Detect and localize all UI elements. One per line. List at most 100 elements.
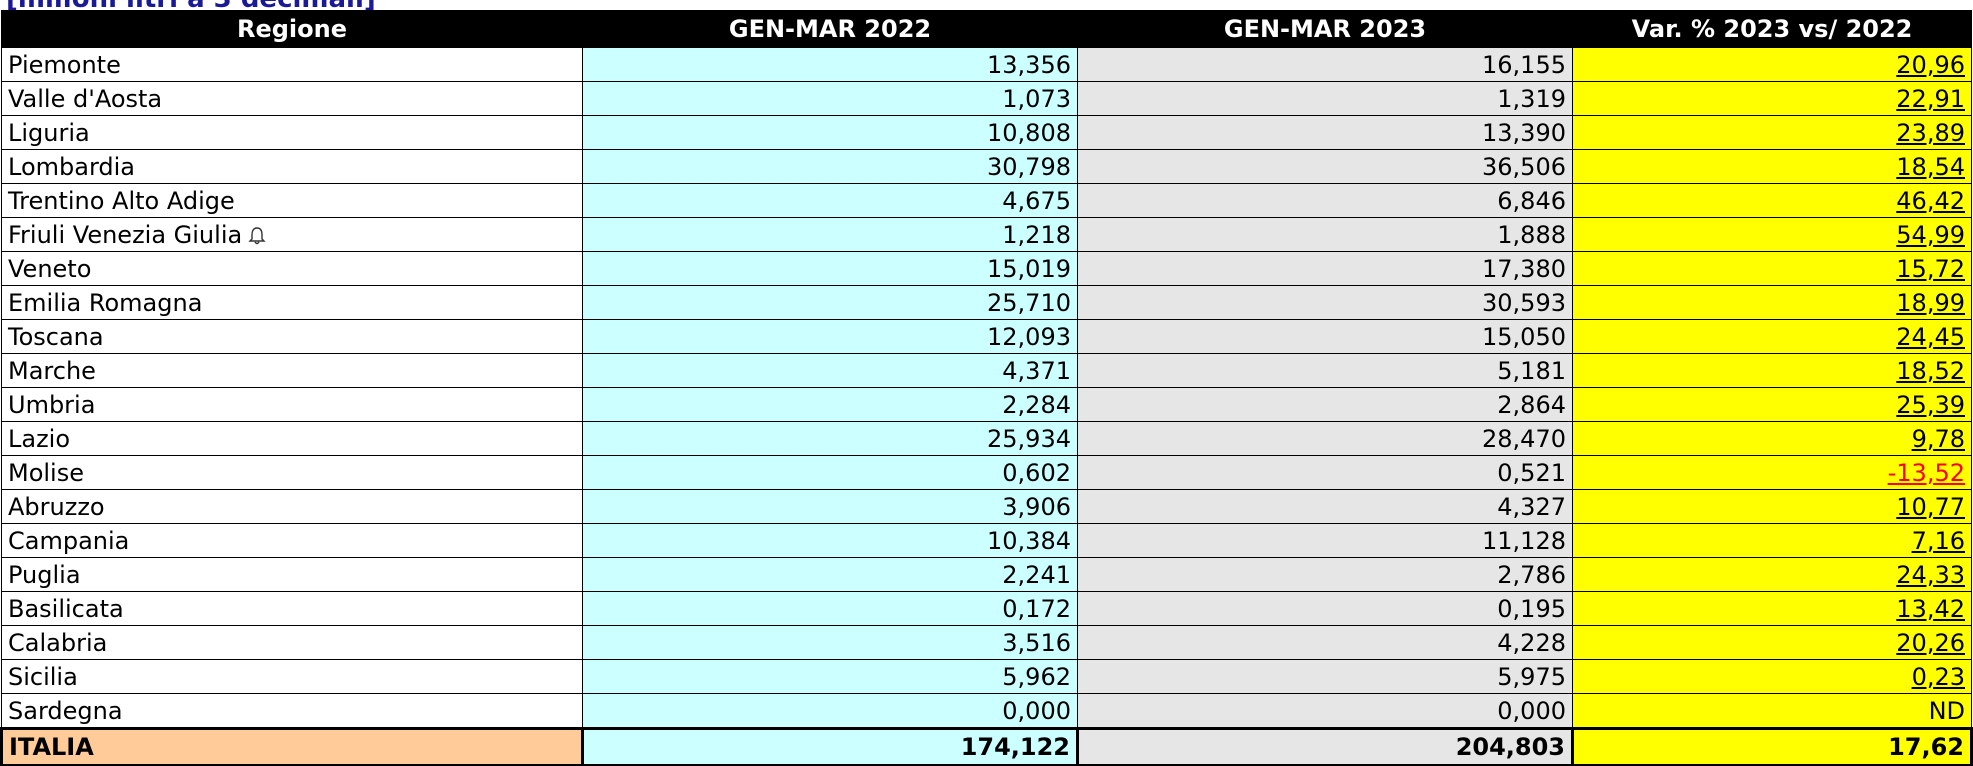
value-cell: 2,284: [582, 387, 1078, 422]
header-cell: GEN-MAR 2023: [1077, 10, 1573, 48]
value-cell: 13,356: [582, 47, 1078, 82]
value-cell: 2,864: [1077, 387, 1573, 422]
data-table: Regione GEN-MAR 2022 GEN-MAR 2023 Var. % 20…: [0, 10, 1973, 766]
data-row: Campania 10,384 11,128 7,16: [1, 523, 1972, 558]
data-row: Abruzzo 3,906 4,327 10,77: [1, 489, 1972, 524]
region-cell: Toscana: [1, 319, 583, 354]
value-cell: -13,52: [1572, 455, 1972, 490]
data-row: Umbria 2,284 2,864 25,39: [1, 387, 1972, 422]
value-cell: ND: [1572, 693, 1972, 729]
value-cell: 20,26: [1572, 625, 1972, 660]
region-cell: Puglia: [1, 557, 583, 592]
header-cell: GEN-MAR 2022: [582, 10, 1078, 48]
value-cell: 5,975: [1077, 659, 1573, 694]
value-cell: 17,62: [1571, 727, 1973, 766]
region-cell: Umbria: [1, 387, 583, 422]
region-cell: Friuli Venezia Giulia: [1, 217, 583, 252]
value-cell: 17,380: [1077, 251, 1573, 286]
value-cell: 0,521: [1077, 455, 1573, 490]
value-cell: 0,602: [582, 455, 1078, 490]
region-cell: Calabria: [1, 625, 583, 660]
data-row: Calabria 3,516 4,228 20,26: [1, 625, 1972, 660]
bell-icon: [248, 226, 266, 244]
value-cell: 24,45: [1572, 319, 1972, 354]
value-cell: 0,000: [582, 693, 1078, 729]
region-cell: Liguria: [1, 115, 583, 150]
header-row: Regione GEN-MAR 2022 GEN-MAR 2023 Var. % 20…: [1, 10, 1972, 48]
value-cell: 3,906: [582, 489, 1078, 524]
data-row: Veneto 15,019 17,380 15,72: [1, 251, 1972, 286]
region-cell: Veneto: [1, 251, 583, 286]
region-cell: Emilia Romagna: [1, 285, 583, 320]
value-cell: 16,155: [1077, 47, 1573, 82]
total-row: ITALIA 174,122 204,803 17,62: [0, 727, 1973, 766]
value-cell: 0,172: [582, 591, 1078, 626]
value-cell: 5,962: [582, 659, 1078, 694]
value-cell: 0,23: [1572, 659, 1972, 694]
value-cell: 13,42: [1572, 591, 1972, 626]
value-cell: 15,050: [1077, 319, 1573, 354]
value-cell: 204,803: [1076, 727, 1574, 766]
value-cell: 4,371: [582, 353, 1078, 388]
region-cell: Campania: [1, 523, 583, 558]
value-cell: 6,846: [1077, 183, 1573, 218]
value-cell: 9,78: [1572, 421, 1972, 456]
data-row: Trentino Alto Adige 4,675 6,846 46,42: [1, 183, 1972, 218]
region-cell: Sicilia: [1, 659, 583, 694]
value-cell: 0,000: [1077, 693, 1573, 729]
value-cell: 15,72: [1572, 251, 1972, 286]
title-area: [milioni litri a 3 decimali]: [0, 0, 1973, 10]
value-cell: 18,52: [1572, 353, 1972, 388]
value-cell: 28,470: [1077, 421, 1573, 456]
value-cell: 54,99: [1572, 217, 1972, 252]
region-cell: Trentino Alto Adige: [1, 183, 583, 218]
data-row: Friuli Venezia Giulia 1,218 1,888 54,99: [1, 217, 1972, 252]
value-cell: 2,241: [582, 557, 1078, 592]
region-cell: Valle d'Aosta: [1, 81, 583, 116]
value-cell: 30,798: [582, 149, 1078, 184]
data-row: Puglia 2,241 2,786 24,33: [1, 557, 1972, 592]
region-cell: Lombardia: [1, 149, 583, 184]
data-row: Sicilia 5,962 5,975 0,23: [1, 659, 1972, 694]
value-cell: 3,516: [582, 625, 1078, 660]
data-row: Toscana 12,093 15,050 24,45: [1, 319, 1972, 354]
value-cell: 46,42: [1572, 183, 1972, 218]
value-cell: 25,934: [582, 421, 1078, 456]
data-row: Marche 4,371 5,181 18,52: [1, 353, 1972, 388]
value-cell: 174,122: [581, 727, 1079, 766]
region-cell: Molise: [1, 455, 583, 490]
data-row: Piemonte 13,356 16,155 20,96: [1, 47, 1972, 82]
data-row: Basilicata 0,172 0,195 13,42: [1, 591, 1972, 626]
region-cell: Basilicata: [1, 591, 583, 626]
value-cell: 4,327: [1077, 489, 1573, 524]
data-row: Emilia Romagna 25,710 30,593 18,99: [1, 285, 1972, 320]
value-cell: 36,506: [1077, 149, 1573, 184]
value-cell: 18,99: [1572, 285, 1972, 320]
value-cell: 15,019: [582, 251, 1078, 286]
value-cell: 1,073: [582, 81, 1078, 116]
value-cell: 0,195: [1077, 591, 1573, 626]
region-cell: Lazio: [1, 421, 583, 456]
value-cell: 7,16: [1572, 523, 1972, 558]
value-cell: 1,888: [1077, 217, 1573, 252]
value-cell: 25,39: [1572, 387, 1972, 422]
data-row: Sardegna 0,000 0,000 ND: [1, 693, 1972, 729]
value-cell: 23,89: [1572, 115, 1972, 150]
header-cell: Regione: [1, 10, 583, 48]
value-cell: 30,593: [1077, 285, 1573, 320]
value-cell: 24,33: [1572, 557, 1972, 592]
value-cell: 20,96: [1572, 47, 1972, 82]
table-title: [milioni litri a 3 decimali]: [6, 0, 376, 10]
value-cell: 10,808: [582, 115, 1078, 150]
region-cell: Abruzzo: [1, 489, 583, 524]
value-cell: 10,384: [582, 523, 1078, 558]
region-cell: Piemonte: [1, 47, 583, 82]
value-cell: 5,181: [1077, 353, 1573, 388]
data-row: Liguria 10,808 13,390 23,89: [1, 115, 1972, 150]
data-row: Lazio 25,934 28,470 9,78: [1, 421, 1972, 456]
value-cell: 1,218: [582, 217, 1078, 252]
data-row: Molise 0,602 0,521 -13,52: [1, 455, 1972, 490]
value-cell: 2,786: [1077, 557, 1573, 592]
region-cell: Marche: [1, 353, 583, 388]
